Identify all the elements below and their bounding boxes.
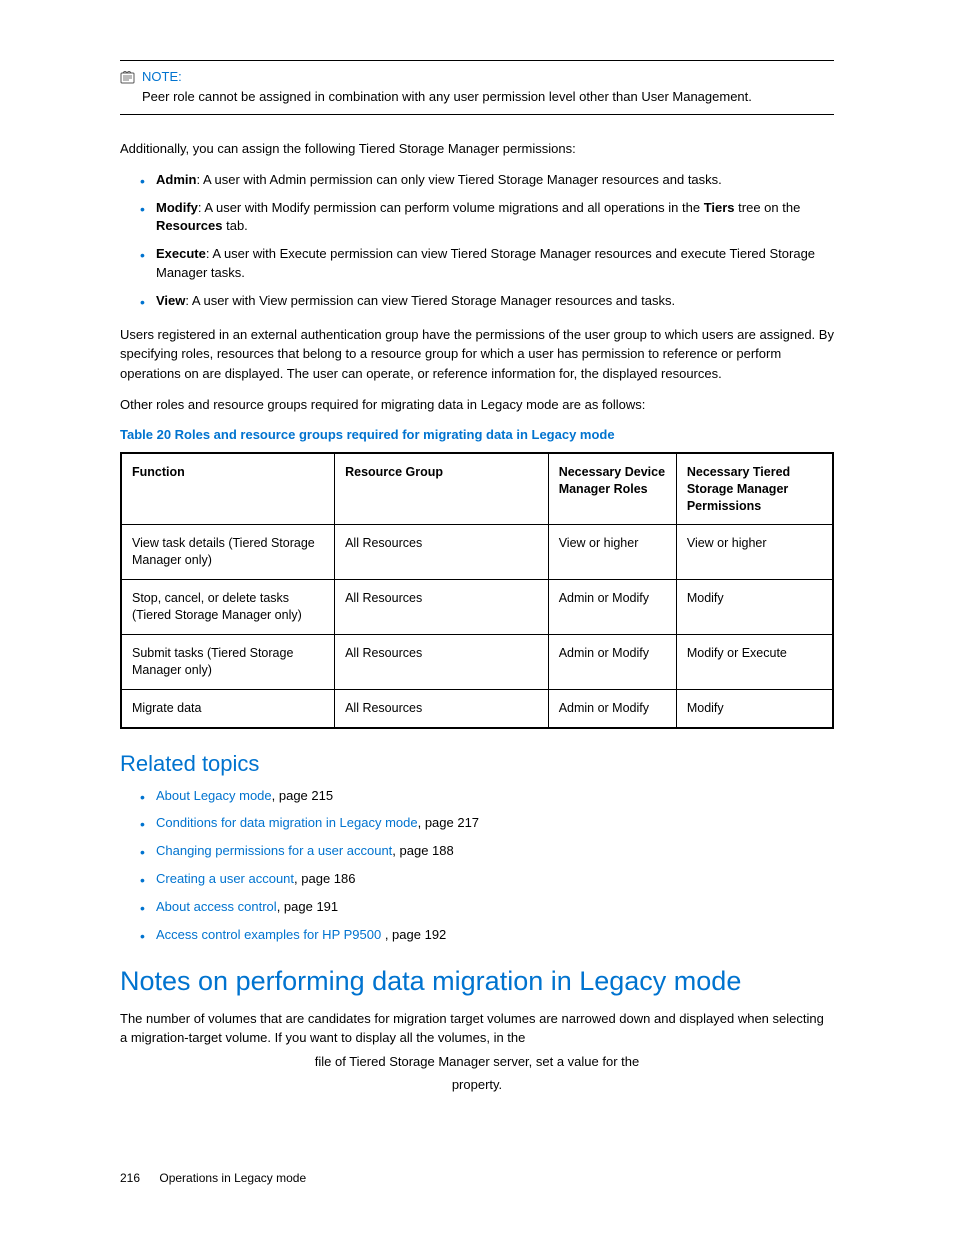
table-title: Table 20 Roles and resource groups requi… xyxy=(120,427,834,442)
perm-name: Modify xyxy=(156,200,198,215)
list-item: Conditions for data migration in Legacy … xyxy=(156,814,834,833)
cell-dm: Admin or Modify xyxy=(548,634,676,689)
list-item: Modify: A user with Modify permission ca… xyxy=(156,199,834,237)
page-footer: 216 Operations in Legacy mode xyxy=(120,1171,306,1185)
perm-desc: : A user with Modify permission can perf… xyxy=(198,200,704,215)
page-ref: , page 217 xyxy=(418,815,479,830)
perm-name: Admin xyxy=(156,172,196,187)
table-row: Submit tasks (Tiered Storage Manager onl… xyxy=(121,634,833,689)
notes-line-1: The number of volumes that are candidate… xyxy=(120,1011,824,1046)
perm-name: View xyxy=(156,293,185,308)
paragraph-groups: Users registered in an external authenti… xyxy=(120,325,834,384)
perm-res: Resources xyxy=(156,218,222,233)
list-item: Execute: A user with Execute permission … xyxy=(156,245,834,283)
cell-function: Stop, cancel, or delete tasks (Tiered St… xyxy=(121,580,335,635)
page-ref: , page 192 xyxy=(385,927,446,942)
th-function: Function xyxy=(121,453,335,525)
page-ref: , page 191 xyxy=(277,899,338,914)
cell-ts: Modify or Execute xyxy=(676,634,833,689)
perm-desc: : A user with Admin permission can only … xyxy=(196,172,721,187)
list-item: View: A user with View permission can vi… xyxy=(156,292,834,311)
list-item: Admin: A user with Admin permission can … xyxy=(156,171,834,190)
permissions-list: Admin: A user with Admin permission can … xyxy=(120,171,834,311)
perm-tiers: Tiers xyxy=(704,200,735,215)
note-icon xyxy=(120,70,136,84)
list-item: About access control, page 191 xyxy=(156,898,834,917)
list-item: Access control examples for HP P9500 , p… xyxy=(156,926,834,945)
related-link[interactable]: About Legacy mode xyxy=(156,788,272,803)
th-resource-group: Resource Group xyxy=(335,453,549,525)
related-topics-heading: Related topics xyxy=(120,751,834,777)
cell-function: View task details (Tiered Storage Manage… xyxy=(121,525,335,580)
notes-section-heading: Notes on performing data migration in Le… xyxy=(120,965,834,997)
related-link[interactable]: Changing permissions for a user account xyxy=(156,843,392,858)
page-ref: , page 215 xyxy=(272,788,333,803)
cell-function: Submit tasks (Tiered Storage Manager onl… xyxy=(121,634,335,689)
table-row: Stop, cancel, or delete tasks (Tiered St… xyxy=(121,580,833,635)
perm-end: tab. xyxy=(222,218,247,233)
list-item: Creating a user account, page 186 xyxy=(156,870,834,889)
page-number: 216 xyxy=(120,1171,140,1185)
cell-ts: Modify xyxy=(676,580,833,635)
notes-line-3: property. xyxy=(452,1077,502,1092)
document-page: NOTE: Peer role cannot be assigned in co… xyxy=(0,0,954,1235)
paragraph-other: Other roles and resource groups required… xyxy=(120,395,834,415)
th-dm-roles: Necessary Device Manager Roles xyxy=(548,453,676,525)
note-label: NOTE: xyxy=(142,69,182,84)
notes-line-2: file of Tiered Storage Manager server, s… xyxy=(315,1054,639,1069)
cell-rg: All Resources xyxy=(335,634,549,689)
table-header-row: Function Resource Group Necessary Device… xyxy=(121,453,833,525)
roles-table: Function Resource Group Necessary Device… xyxy=(120,452,834,729)
th-ts-perms: Necessary Tiered Storage Manager Permiss… xyxy=(676,453,833,525)
notes-body-1: The number of volumes that are candidate… xyxy=(120,1009,834,1048)
perm-mid: tree on the xyxy=(735,200,801,215)
note-block: NOTE: Peer role cannot be assigned in co… xyxy=(120,60,834,115)
page-ref: , page 188 xyxy=(392,843,453,858)
notes-body-3: property. xyxy=(120,1075,834,1095)
perm-desc: : A user with Execute permission can vie… xyxy=(156,246,815,280)
cell-dm: View or higher xyxy=(548,525,676,580)
related-topics-list: About Legacy mode, page 215 Conditions f… xyxy=(120,787,834,945)
perm-name: Execute xyxy=(156,246,206,261)
page-ref: , page 186 xyxy=(294,871,355,886)
related-link[interactable]: About access control xyxy=(156,899,277,914)
list-item: Changing permissions for a user account,… xyxy=(156,842,834,861)
table-row: Migrate data All Resources Admin or Modi… xyxy=(121,689,833,727)
related-link[interactable]: Access control examples for HP P9500 xyxy=(156,927,385,942)
footer-chapter: Operations in Legacy mode xyxy=(159,1171,306,1185)
cell-rg: All Resources xyxy=(335,580,549,635)
related-link[interactable]: Creating a user account xyxy=(156,871,294,886)
note-body: Peer role cannot be assigned in combinat… xyxy=(142,88,834,106)
related-link[interactable]: Conditions for data migration in Legacy … xyxy=(156,815,418,830)
cell-dm: Admin or Modify xyxy=(548,689,676,727)
cell-function: Migrate data xyxy=(121,689,335,727)
list-item: About Legacy mode, page 215 xyxy=(156,787,834,806)
cell-dm: Admin or Modify xyxy=(548,580,676,635)
perm-desc: : A user with View permission can view T… xyxy=(185,293,675,308)
cell-ts: View or higher xyxy=(676,525,833,580)
note-header: NOTE: xyxy=(120,69,834,84)
cell-rg: All Resources xyxy=(335,525,549,580)
cell-ts: Modify xyxy=(676,689,833,727)
table-row: View task details (Tiered Storage Manage… xyxy=(121,525,833,580)
cell-rg: All Resources xyxy=(335,689,549,727)
intro-paragraph: Additionally, you can assign the followi… xyxy=(120,139,834,159)
notes-body-2: file of Tiered Storage Manager server, s… xyxy=(120,1052,834,1072)
